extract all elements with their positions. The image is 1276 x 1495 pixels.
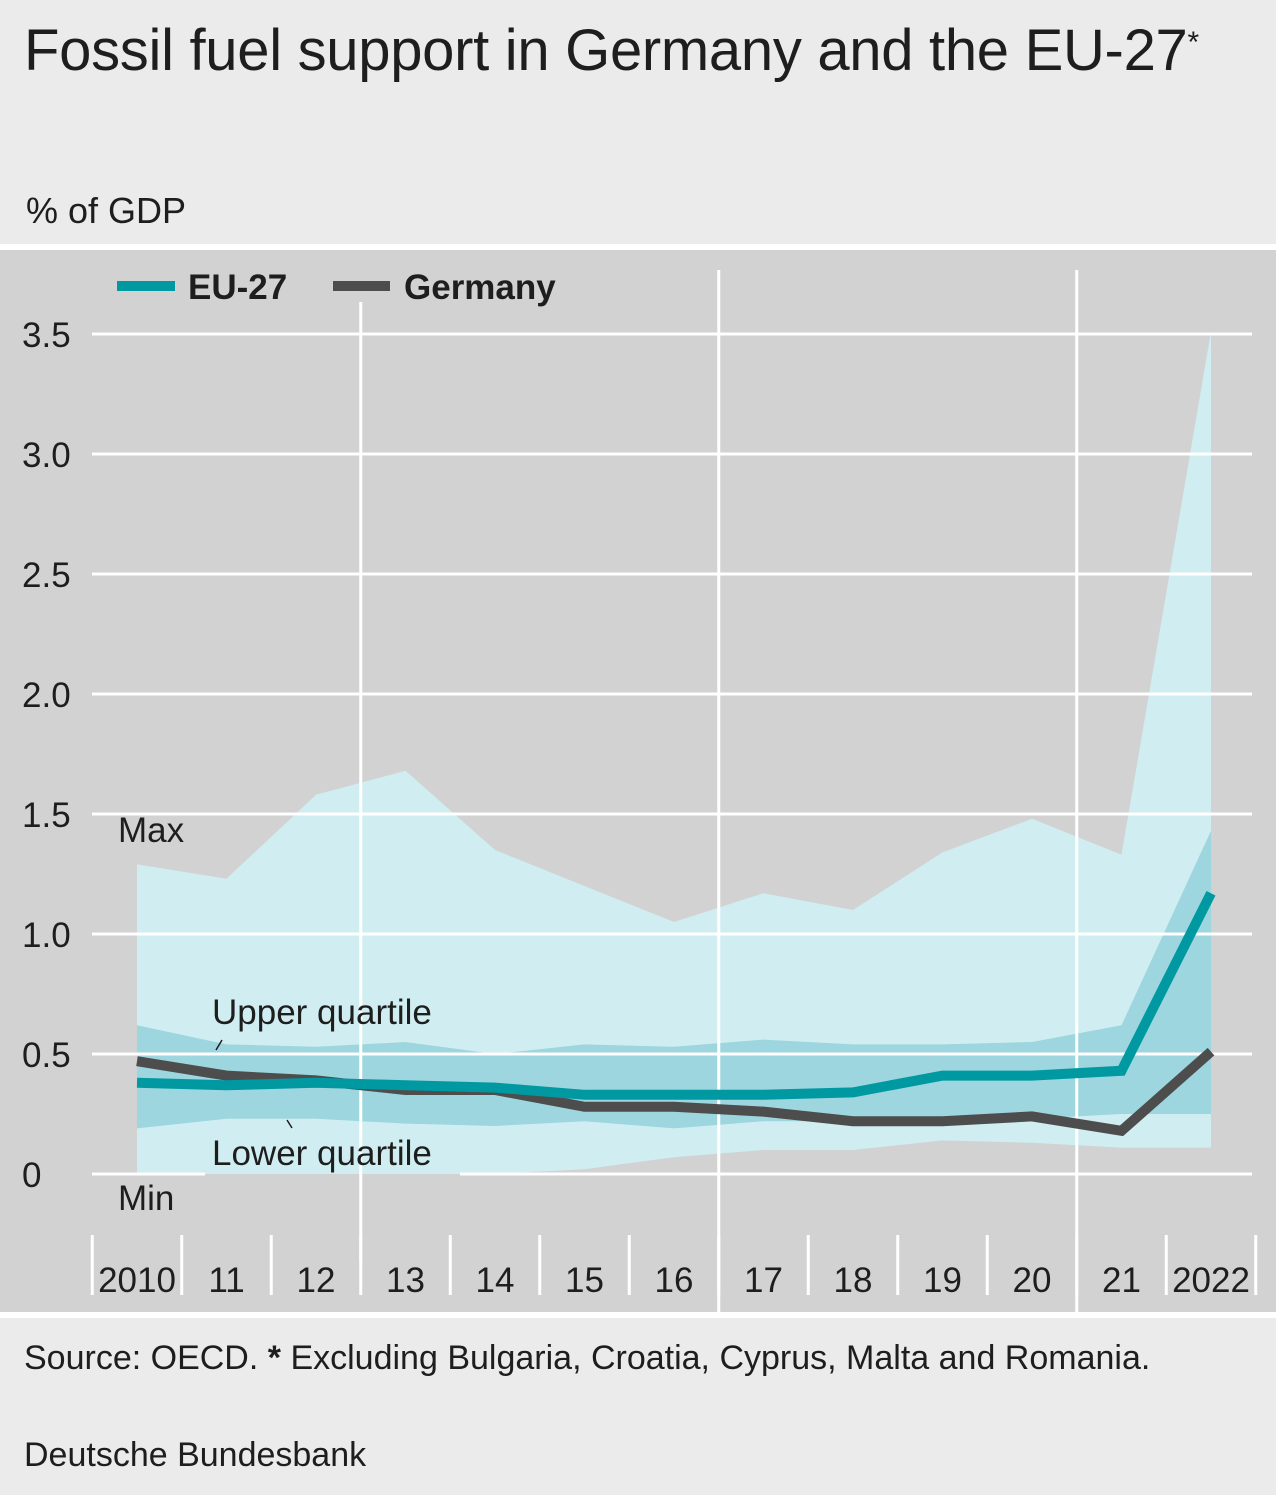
x-tick-label: 2022 — [1172, 1261, 1250, 1300]
source-prefix: Source: OECD. — [24, 1339, 259, 1377]
chart-canvas: Max Min Upper quartile Lower quartile 0 0.5 1… — [22, 268, 1258, 1312]
x-tick-label: 14 — [476, 1261, 515, 1300]
annotation-lower-quartile: Lower quartile — [212, 1134, 432, 1173]
min-max-band — [137, 331, 1211, 1175]
publisher-credit: Deutsche Bundesbank — [24, 1436, 367, 1474]
annotation-min: Min — [118, 1179, 174, 1218]
unit-label: % of GDP — [26, 190, 187, 231]
source-note: Source: OECD. * Excluding Bulgaria, Croa… — [24, 1336, 1250, 1380]
series-line-eu27 — [136, 890, 1216, 1100]
x-tick-label: 12 — [297, 1261, 336, 1300]
x-tick-marks — [90, 1235, 1258, 1295]
chart-title: Fossil fuel support in Germany and the E… — [24, 14, 1224, 88]
min-max-band-layer — [137, 331, 1211, 1175]
chart-footer — [0, 1318, 1276, 1495]
title-footnote-marker: * — [1187, 26, 1199, 59]
y-tick-label: 2.5 — [22, 556, 71, 595]
chart-header: Fossil fuel support in Germany and the E… — [0, 0, 1276, 244]
chart-title-text: Fossil fuel support in Germany and the E… — [24, 18, 1188, 83]
x-tick-label: 16 — [655, 1261, 694, 1300]
y-tick-label: 3.0 — [22, 436, 71, 475]
annotation-upper-quartile: Upper quartile — [212, 993, 432, 1032]
y-tick-label: 2.0 — [22, 676, 71, 715]
y-tick-label: 1.0 — [22, 916, 71, 955]
legend: EU-27 Germany — [117, 268, 556, 307]
axis-tick-labels: 0 0.5 1.0 1.5 2.0 2.5 3.0 3.5 2010 11 12 13 14 15 16 17… — [22, 316, 1250, 1300]
y-tick-label: 1.5 — [22, 796, 71, 835]
series-lines — [136, 890, 1216, 1137]
legend-label-germany: Germany — [404, 268, 556, 307]
annotations: Max Min Upper quartile Lower quartile — [118, 811, 432, 1218]
y-tick-label: 0 — [22, 1156, 41, 1195]
legend-label-eu27: EU-27 — [188, 268, 287, 307]
y-tick-label: 3.5 — [22, 316, 71, 355]
upper-quartile-leader — [215, 1039, 223, 1051]
x-tick-label: 15 — [565, 1261, 604, 1300]
x-tick-label: 18 — [834, 1261, 873, 1300]
footnote-marker: * — [267, 1339, 281, 1377]
x-tick-label: 13 — [386, 1261, 425, 1300]
x-tick-label: 11 — [208, 1261, 244, 1300]
x-tick-label: 19 — [923, 1261, 962, 1300]
x-tick-label: 21 — [1102, 1261, 1141, 1300]
footer-divider — [0, 1312, 1276, 1318]
gridlines — [92, 270, 1252, 1312]
x-tick-label: 17 — [744, 1261, 783, 1300]
y-tick-label: 0.5 — [22, 1036, 71, 1075]
header-divider — [0, 244, 1276, 250]
x-tick-label: 2010 — [98, 1261, 176, 1300]
footnote-text: Excluding Bulgaria, Croatia, Cyprus, Mal… — [290, 1339, 1151, 1377]
x-tick-label: 20 — [1013, 1261, 1052, 1300]
lower-quartile-leader — [286, 1119, 293, 1129]
annotation-max: Max — [118, 811, 185, 850]
